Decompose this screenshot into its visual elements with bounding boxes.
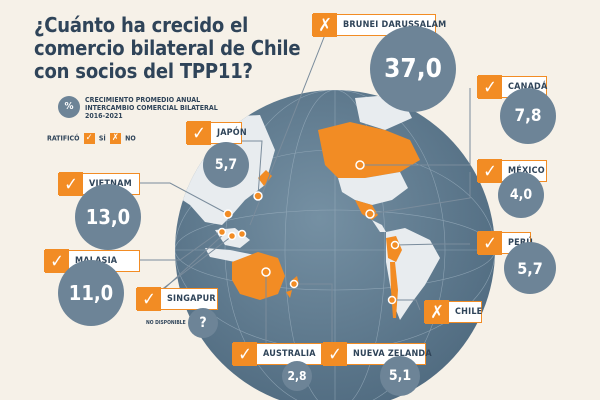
check-icon: ✓ — [45, 249, 69, 273]
land-central-america — [372, 220, 386, 232]
country-label-australia: ✓ AUSTRALIA — [232, 342, 322, 366]
page-title: ¿Cuánto ha crecido el comercio bilateral… — [34, 13, 301, 83]
check-icon: ✓ — [59, 172, 83, 196]
country-name: CANADÁ — [508, 82, 548, 92]
percent-icon: % — [58, 96, 80, 118]
value-bubble-vietnam: 13,0 — [75, 184, 141, 250]
country-label-chile: ✗ CHILE — [424, 300, 482, 324]
value-bubble-brunei: 37,0 — [370, 26, 456, 112]
not-available-note: NO DISPONIBLE — [146, 320, 186, 326]
country-name: NUEVA ZELANDA — [353, 349, 432, 359]
check-icon: ✓ — [323, 342, 347, 366]
country-name: BRUNEI DARUSSALAM — [343, 20, 447, 30]
legend-no-label: NO — [125, 134, 136, 143]
country-label-japon: ✓ JAPÓN — [186, 121, 247, 145]
value-bubble-malasia: 11,0 — [58, 260, 124, 326]
land-australia — [232, 252, 285, 300]
check-icon: ✓ — [478, 75, 502, 99]
legend-description: CRECIMIENTO PROMEDIO ANUAL INTERCAMBIO C… — [85, 96, 218, 120]
country-name: MÉXICO — [508, 166, 545, 176]
check-icon: ✓ — [478, 231, 502, 255]
value-bubble-canada: 7,8 — [500, 88, 556, 144]
country-name: JAPÓN — [217, 128, 247, 138]
check-icon: ✓ — [137, 287, 161, 311]
land-canada — [318, 122, 420, 178]
country-name: AUSTRALIA — [263, 349, 316, 359]
cross-icon: ✗ — [313, 13, 337, 37]
legend-yes-label: SÍ — [98, 134, 106, 143]
check-icon: ✓ — [233, 342, 257, 366]
check-icon: ✓ — [187, 121, 211, 145]
country-name: SINGAPUR — [167, 294, 216, 304]
check-icon: ✓ — [478, 159, 502, 183]
location-dots — [217, 160, 400, 305]
value-bubble-japon: 5,7 — [203, 142, 249, 188]
value-bubble-nz: 5,1 — [380, 356, 420, 396]
cross-icon: ✗ — [425, 300, 449, 324]
cross-icon: ✗ — [109, 133, 121, 144]
value-bubble-singapur: ? — [188, 308, 218, 338]
land-usa — [338, 172, 408, 205]
land-japan — [258, 170, 272, 186]
value-bubble-mexico: 4,0 — [498, 172, 544, 218]
check-icon: ✓ — [83, 133, 95, 144]
country-label-singapur: ✓ SINGAPUR — [136, 287, 218, 311]
legend-ratified: RATIFICÓ ✓ SÍ ✗ NO — [47, 133, 136, 144]
legend-ratified-label: RATIFICÓ — [47, 134, 80, 143]
value-bubble-australia: 2,8 — [282, 361, 312, 391]
value-bubble-peru: 5,7 — [504, 242, 556, 294]
country-name: CHILE — [455, 307, 483, 317]
